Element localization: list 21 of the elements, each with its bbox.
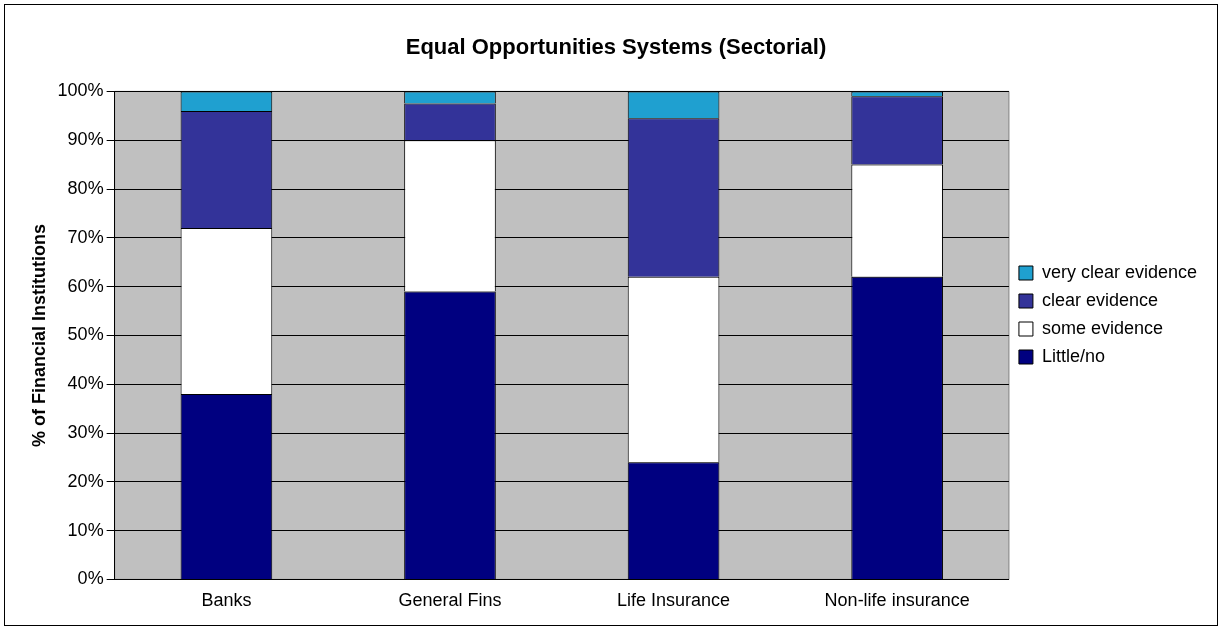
y-tick-label: 80% xyxy=(67,177,104,198)
x-tick-label: Banks xyxy=(201,590,252,611)
y-tick-label: 0% xyxy=(77,568,104,589)
y-tick-label: 20% xyxy=(67,470,104,491)
legend-label: very clear evidence xyxy=(1041,261,1197,282)
x-tick-label: Non-life insurance xyxy=(824,590,970,611)
y-tick-label: 10% xyxy=(67,519,104,540)
x-tick-label: General Fins xyxy=(398,590,502,611)
y-tick-label: 90% xyxy=(67,129,104,150)
y-axis-title: % of Financial Institutions xyxy=(28,223,49,447)
legend-label: clear evidence xyxy=(1041,289,1158,310)
y-tick-label: 50% xyxy=(67,324,104,345)
y-tick-label: 40% xyxy=(67,373,104,394)
x-tick-label: Life Insurance xyxy=(617,590,731,611)
y-tick-label: 30% xyxy=(67,421,104,442)
legend-label: Little/no xyxy=(1041,345,1105,366)
y-tick-label: 70% xyxy=(67,226,104,247)
legend-label: some evidence xyxy=(1041,317,1163,338)
y-tick-label: 100% xyxy=(57,80,104,101)
y-tick-label: 60% xyxy=(67,275,104,296)
chart-title: Equal Opportunities Systems (Sectorial) xyxy=(405,34,827,60)
